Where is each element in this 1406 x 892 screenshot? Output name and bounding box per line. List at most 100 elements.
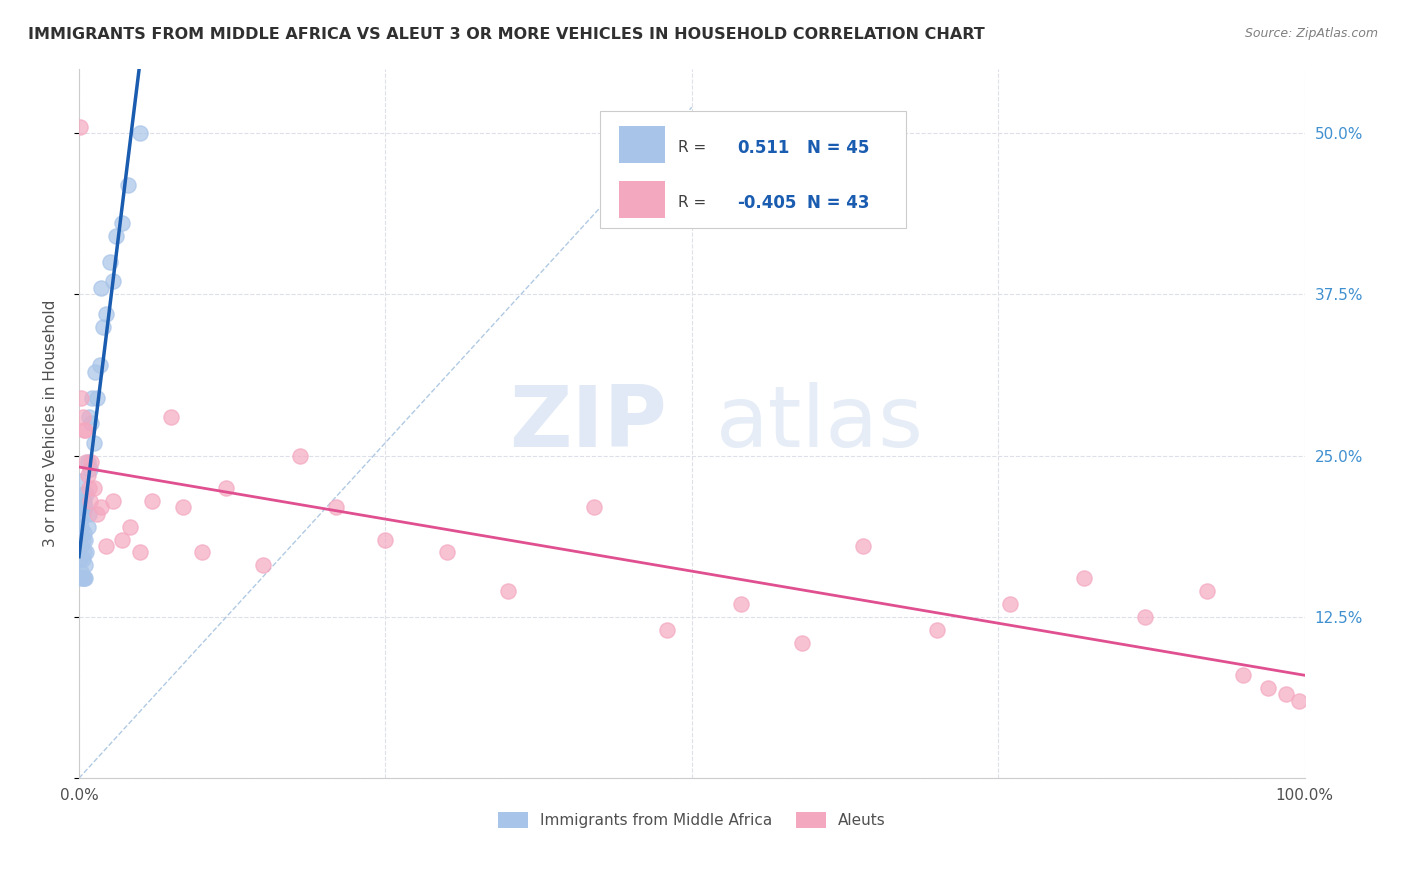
Point [83, 435, 105, 450]
Point [70, 475, 93, 489]
Point [73, 526, 96, 541]
FancyBboxPatch shape [620, 181, 665, 218]
Point [80, 455, 103, 469]
Point [82, 391, 104, 405]
Point [582, 500, 605, 515]
Point [75, 533, 97, 547]
Point [129, 126, 152, 140]
Point [83, 365, 105, 379]
Point [120, 519, 142, 533]
Point [374, 533, 396, 547]
Point [190, 545, 212, 559]
Point [72, 409, 94, 424]
Point [925, 623, 948, 637]
Point [104, 229, 127, 244]
Point [73, 493, 96, 508]
Point [172, 500, 194, 515]
Point [75, 545, 97, 559]
Point [86, 507, 108, 521]
Point [75, 423, 97, 437]
Point [129, 545, 152, 559]
Point [117, 178, 139, 192]
Point [1135, 610, 1157, 624]
Point [288, 449, 311, 463]
Point [73, 423, 96, 437]
Point [89, 359, 111, 373]
Text: R =: R = [678, 140, 711, 155]
Point [70, 519, 93, 533]
Text: Source: ZipAtlas.com: Source: ZipAtlas.com [1244, 27, 1378, 40]
Point [852, 539, 875, 553]
Legend: Immigrants from Middle Africa, Aleuts: Immigrants from Middle Africa, Aleuts [492, 806, 893, 834]
Point [69, 571, 91, 585]
Point [1288, 694, 1310, 708]
Point [1232, 668, 1254, 682]
Point [76, 467, 98, 482]
Point [141, 493, 163, 508]
Point [75, 571, 97, 585]
Point [436, 545, 458, 559]
Point [160, 409, 183, 424]
Point [90, 500, 112, 515]
Point [103, 275, 125, 289]
Point [77, 409, 100, 424]
Point [80, 417, 103, 431]
Point [83, 481, 105, 495]
Point [70, 539, 93, 553]
Point [72, 533, 94, 547]
Point [215, 481, 238, 495]
Point [75, 558, 97, 573]
Text: N = 45: N = 45 [807, 139, 869, 157]
Point [70, 391, 93, 405]
Text: atlas: atlas [716, 382, 924, 465]
Point [72, 487, 94, 501]
Text: IMMIGRANTS FROM MIDDLE AFRICA VS ALEUT 3 OR MORE VEHICLES IN HOUSEHOLD CORRELATI: IMMIGRANTS FROM MIDDLE AFRICA VS ALEUT 3… [28, 27, 984, 42]
FancyBboxPatch shape [600, 112, 907, 228]
Point [75, 487, 97, 501]
Point [325, 500, 347, 515]
Point [69, 500, 91, 515]
Point [70, 500, 93, 515]
Point [94, 307, 117, 321]
Point [103, 493, 125, 508]
Point [69, 513, 91, 527]
Point [496, 584, 519, 599]
Text: R =: R = [678, 195, 711, 211]
Point [69, 526, 91, 541]
Point [790, 636, 813, 650]
Point [86, 391, 108, 405]
Point [1000, 597, 1022, 611]
Point [75, 500, 97, 515]
Point [1195, 584, 1218, 599]
Point [1275, 687, 1298, 701]
Point [79, 493, 101, 508]
Text: ZIP: ZIP [509, 382, 668, 465]
Point [70, 565, 93, 579]
Point [98, 255, 121, 269]
Point [730, 597, 752, 611]
Point [69, 120, 91, 134]
Point [77, 481, 100, 495]
Point [72, 552, 94, 566]
Point [252, 558, 274, 573]
Point [77, 507, 100, 521]
Point [75, 455, 97, 469]
Point [657, 623, 679, 637]
Point [72, 507, 94, 521]
Y-axis label: 3 or more Vehicles in Household: 3 or more Vehicles in Household [44, 300, 58, 547]
Text: 0.511: 0.511 [737, 139, 790, 157]
FancyBboxPatch shape [620, 126, 665, 162]
Text: N = 43: N = 43 [807, 194, 869, 211]
Point [111, 533, 134, 547]
Point [1073, 571, 1095, 585]
Point [93, 319, 115, 334]
Point [1257, 681, 1279, 695]
Point [76, 455, 98, 469]
Point [111, 216, 134, 230]
Point [94, 539, 117, 553]
Point [72, 571, 94, 585]
Point [76, 519, 98, 533]
Point [73, 571, 96, 585]
Point [73, 545, 96, 559]
Point [79, 461, 101, 475]
